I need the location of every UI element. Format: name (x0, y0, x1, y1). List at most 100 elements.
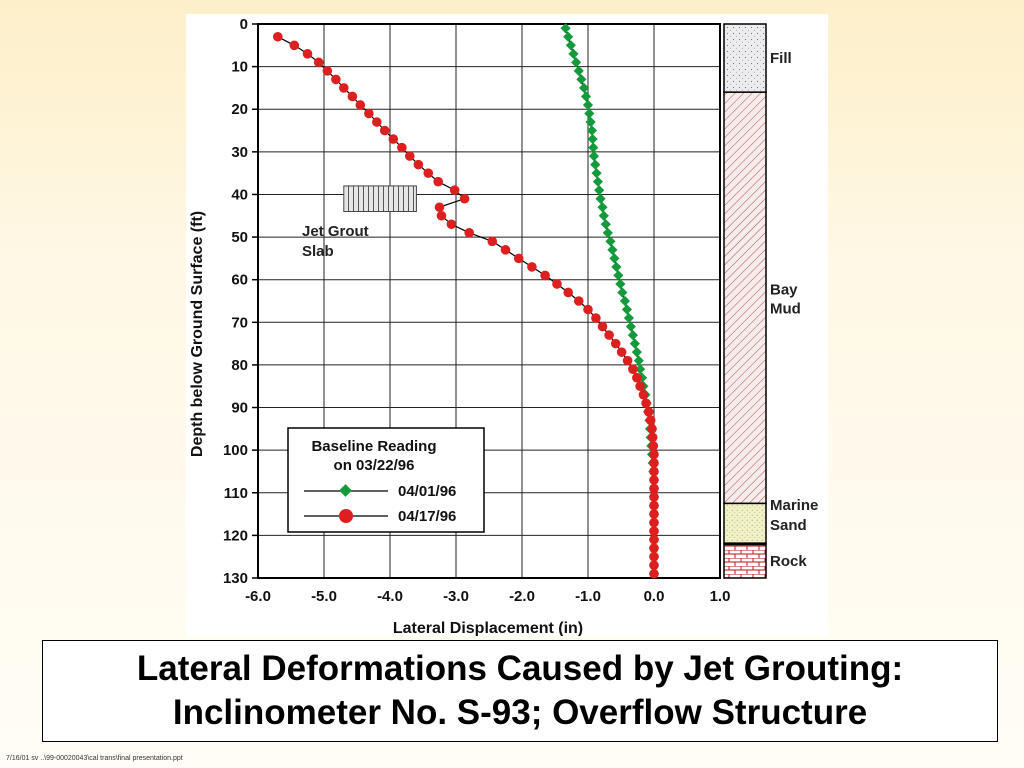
slab-label: Slab (302, 243, 334, 260)
data-point-green (617, 287, 628, 298)
soil-label-marine: Marine (770, 497, 818, 514)
x-tick-label: -1.0 (575, 588, 601, 605)
soil-label-fill: Fill (770, 50, 792, 67)
data-point-red (413, 159, 424, 170)
data-point-green (576, 74, 587, 85)
data-point-green (598, 210, 609, 221)
soil-label-bay: Bay (770, 282, 798, 299)
data-point-red (649, 568, 659, 579)
y-tick-label: 120 (223, 527, 248, 544)
y-axis-label: Depth below Ground Surface (ft) (189, 211, 206, 457)
data-point-red (648, 441, 659, 451)
data-point-green (584, 108, 595, 119)
data-point-red (591, 313, 601, 323)
data-point-red (405, 151, 415, 161)
data-point-green (613, 270, 624, 281)
legend-marker-green (339, 484, 352, 497)
data-point-red (397, 142, 407, 153)
tick-labels: -6.0 -5.0 -4.0 -3.0 -2.0 -1.0 0.0 1.0 0 10 20 30 40 5… (223, 16, 730, 605)
data-point-red (302, 49, 313, 59)
legend: Baseline Reading on 03/22/96 04/01/96 04… (287, 427, 485, 533)
data-point-green (597, 202, 608, 213)
data-point-red (583, 304, 593, 315)
data-point-red (638, 389, 649, 400)
data-point-red (446, 219, 457, 230)
data-point-green (573, 65, 584, 76)
data-point-green (625, 321, 636, 332)
data-point-red (645, 415, 656, 426)
y-tick-label: 130 (223, 570, 248, 587)
y-tick-label: 0 (240, 16, 248, 33)
slide-title-line-2: Inclinometer No. S-93; Overflow Structur… (172, 693, 868, 732)
data-point-red (649, 526, 659, 536)
data-point-green (619, 295, 631, 307)
data-point-red (647, 424, 657, 434)
data-point-red (641, 398, 651, 409)
y-tick-label: 50 (231, 229, 248, 246)
data-point-green (627, 330, 638, 341)
soil-label-sand: Sand (770, 517, 807, 534)
data-point-red (372, 117, 382, 127)
soil-layer-brick (723, 543, 767, 579)
data-point-red (622, 355, 633, 366)
x-tick-label: 1.0 (710, 588, 731, 605)
x-axis-label: Lateral Displacement (in) (393, 620, 583, 636)
data-point-green (588, 151, 600, 162)
soil-layer-hatch (723, 91, 767, 505)
data-point-red (635, 381, 645, 392)
data-point-red (628, 364, 638, 374)
legend-label-green: 04/01/96 (398, 483, 456, 500)
data-point-red (649, 458, 659, 468)
y-tick-label: 40 (231, 186, 248, 203)
data-point-red (527, 262, 537, 272)
inclinometer-chart: -6.0 -5.0 -4.0 -3.0 -2.0 -1.0 0.0 1.0 0 10 20 30 40 5… (189, 16, 818, 636)
y-tick-label: 80 (231, 357, 248, 374)
legend-subtitle: on 03/22/96 (334, 457, 415, 474)
data-point-red (552, 279, 562, 289)
data-point-red (563, 287, 573, 298)
data-point-green (585, 116, 596, 128)
data-point-green (609, 253, 620, 264)
data-point-red (604, 330, 614, 340)
data-point-green (587, 133, 598, 145)
x-tick-label: -5.0 (311, 588, 337, 605)
data-point-red (273, 31, 283, 42)
jet-grout-slab-annotation: Jet Grout Slab (302, 185, 417, 260)
data-point-green (611, 261, 622, 272)
data-point-red (289, 40, 300, 51)
data-point-red (597, 321, 608, 332)
chart-panel: -6.0 -5.0 -4.0 -3.0 -2.0 -1.0 0.0 1.0 0 10 20 30 40 5… (186, 14, 828, 636)
data-point-green (629, 338, 640, 349)
soil-layer-sand (723, 502, 767, 545)
data-point-green (591, 168, 602, 179)
data-point-green (595, 193, 606, 204)
data-point-green (615, 278, 626, 290)
data-point-red (388, 134, 399, 144)
soil-label-mud: Mud (770, 301, 801, 318)
legend-title: Baseline Reading (311, 438, 436, 455)
data-point-red (649, 534, 659, 545)
data-point-red (649, 517, 659, 528)
data-point-red (513, 253, 524, 264)
data-point-red (434, 202, 445, 213)
data-point-green (623, 312, 635, 324)
data-point-green (571, 57, 582, 68)
data-point-green (565, 40, 576, 51)
soil-layer-dots (723, 23, 767, 93)
slide-title-line-1: Lateral Deformations Caused by Jet Grout… (136, 649, 904, 688)
data-point-red (540, 270, 550, 281)
slide-title-box: Lateral Deformations Caused by Jet Grout… (42, 640, 998, 742)
data-point-red (632, 372, 642, 383)
data-point-red (649, 492, 659, 502)
data-point-red (379, 125, 390, 136)
data-point-green (631, 347, 642, 358)
data-point-red (464, 228, 475, 238)
data-point-green (586, 125, 598, 136)
data-point-green (633, 355, 644, 366)
data-point-red (364, 108, 374, 119)
data-point-green (580, 91, 592, 102)
data-point-green (605, 236, 616, 247)
data-point-red (649, 560, 659, 571)
data-point-red (649, 551, 659, 562)
data-point-red (347, 91, 358, 102)
